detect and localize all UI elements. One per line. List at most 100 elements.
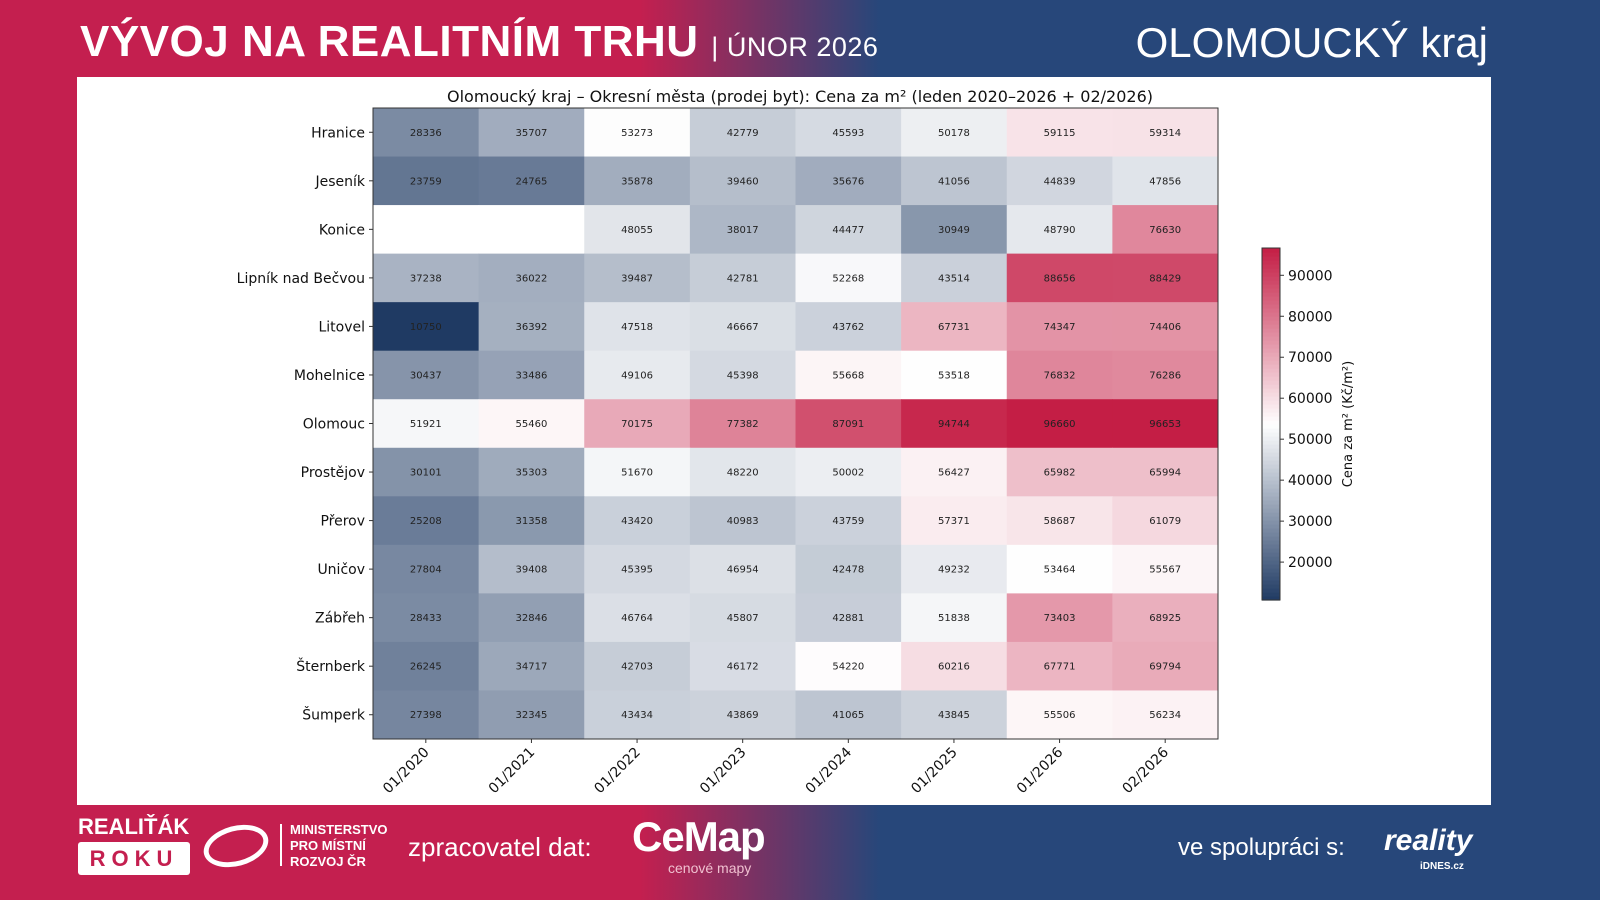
heatmap-cell (795, 496, 902, 546)
cell-value-label: 28336 (410, 128, 442, 139)
heatmap-cell (584, 496, 691, 546)
heatmap-cell (901, 496, 1008, 546)
x-tick-label: 02/2026 (1120, 744, 1173, 797)
cell-value-label: 47856 (1149, 176, 1181, 187)
heatmap-cell (1006, 205, 1113, 255)
ministry-line: MINISTERSTVO (290, 822, 388, 837)
heatmap-cell (901, 350, 1008, 400)
cell-value-label: 74347 (1044, 322, 1076, 333)
cell-value-label: 32345 (516, 710, 548, 721)
cell-value-label: 56427 (938, 468, 970, 479)
colorbar-segment (1262, 560, 1280, 565)
cell-value-label: 33486 (516, 370, 548, 381)
heatmap-cell (689, 496, 796, 546)
heatmap-cell (478, 108, 585, 158)
colorbar-segment (1262, 540, 1280, 545)
heatmap-cell (1112, 156, 1219, 206)
heatmap-cell (478, 690, 585, 740)
cell-value-label: 87091 (832, 419, 864, 430)
heatmap-cell (1112, 544, 1219, 594)
cell-value-label: 88656 (1044, 273, 1076, 284)
heatmap-cell (1112, 496, 1219, 546)
colorbar-segment (1262, 524, 1280, 529)
colorbar-segment (1262, 372, 1280, 377)
colorbar-segment (1262, 516, 1280, 521)
colorbar-segment (1262, 332, 1280, 337)
heatmap-cell (1112, 399, 1219, 449)
cell-value-label: 40983 (727, 516, 759, 527)
y-tick-label: Hranice (311, 125, 365, 141)
colorbar-segment (1262, 364, 1280, 369)
heatmap-cell (689, 690, 796, 740)
colorbar-segment (1262, 396, 1280, 401)
colorbar-segment (1262, 420, 1280, 425)
cell-value-label: 37238 (410, 273, 442, 284)
heatmap-cell (478, 156, 585, 206)
heatmap-cell (1112, 108, 1219, 158)
colorbar-segment (1262, 424, 1280, 429)
colorbar-segment (1262, 484, 1280, 489)
x-tick-label: 01/2023 (697, 745, 749, 797)
colorbar-segment (1262, 564, 1280, 569)
cell-value-label: 76286 (1149, 370, 1181, 381)
processor-label: zpracovatel dat: (408, 832, 592, 862)
header-subtitle: | ÚNOR 2026 (711, 32, 878, 62)
colorbar-segment (1262, 292, 1280, 297)
cell-value-label: 88429 (1149, 273, 1181, 284)
cell-value-label: 31358 (516, 516, 548, 527)
heatmap-cell (373, 544, 480, 594)
heatmap-cell (689, 544, 796, 594)
cell-value-label: 53273 (621, 128, 653, 139)
header-title: VÝVOJ NA REALITNÍM TRHU | ÚNOR 2026 (80, 16, 878, 73)
heatmap-cell (689, 593, 796, 643)
cell-value-label: 76832 (1044, 370, 1076, 381)
colorbar-frame (1261, 247, 1281, 601)
heatmap-cell (373, 399, 480, 449)
y-tick-label: Konice (319, 222, 365, 238)
colorbar-segment (1262, 384, 1280, 389)
y-tick-label: Šternberk (296, 657, 366, 675)
colorbar-segment (1262, 284, 1280, 289)
cell-value-label: 30437 (410, 370, 442, 381)
colorbar-segment (1262, 252, 1280, 257)
y-tick-label: Přerov (320, 514, 365, 530)
heatmap-cell (373, 496, 480, 546)
cell-value-label: 45807 (727, 613, 759, 624)
cell-value-label: 53464 (1044, 565, 1076, 576)
colorbar-segment (1262, 336, 1280, 341)
heatmap-cell (1006, 544, 1113, 594)
colorbar-segment (1262, 272, 1280, 277)
heatmap-cell (478, 544, 585, 594)
cell-value-label: 70175 (621, 419, 653, 430)
award-logo-line2: ROKU (78, 842, 190, 875)
heatmap-cell (1112, 690, 1219, 740)
y-tick-label: Lipník nad Bečvou (237, 271, 365, 287)
heatmap-cell (795, 593, 902, 643)
colorbar-segment (1262, 276, 1280, 281)
heatmap-cell (795, 302, 902, 352)
heatmap-cell (901, 690, 1008, 740)
cell-value-label: 30101 (410, 468, 442, 479)
heatmap-cell (1112, 447, 1219, 497)
cell-value-label: 43762 (832, 322, 864, 333)
heatmap-cell (478, 399, 585, 449)
cell-value-label: 49232 (938, 565, 970, 576)
heatmap-cell (689, 302, 796, 352)
x-tick-label: 01/2021 (486, 745, 538, 797)
cell-value-label: 43514 (938, 273, 970, 284)
cell-value-label: 24765 (516, 176, 548, 187)
cell-value-label: 39408 (516, 565, 548, 576)
cell-value-label: 36022 (516, 273, 548, 284)
colorbar-segment (1262, 264, 1280, 269)
heatmap-cell (689, 641, 796, 691)
heatmap-cell (478, 253, 585, 303)
cell-value-label: 43845 (938, 710, 970, 721)
colorbar-tick-label: 70000 (1288, 350, 1333, 366)
heatmap-cell (373, 302, 480, 352)
ministry-line: PRO MÍSTNÍ (290, 838, 366, 853)
cell-value-label: 51921 (410, 419, 442, 430)
cell-value-label: 42478 (832, 565, 864, 576)
colorbar-segment (1262, 376, 1280, 381)
heatmap-cell (478, 496, 585, 546)
x-tick-label: 01/2024 (803, 744, 856, 797)
